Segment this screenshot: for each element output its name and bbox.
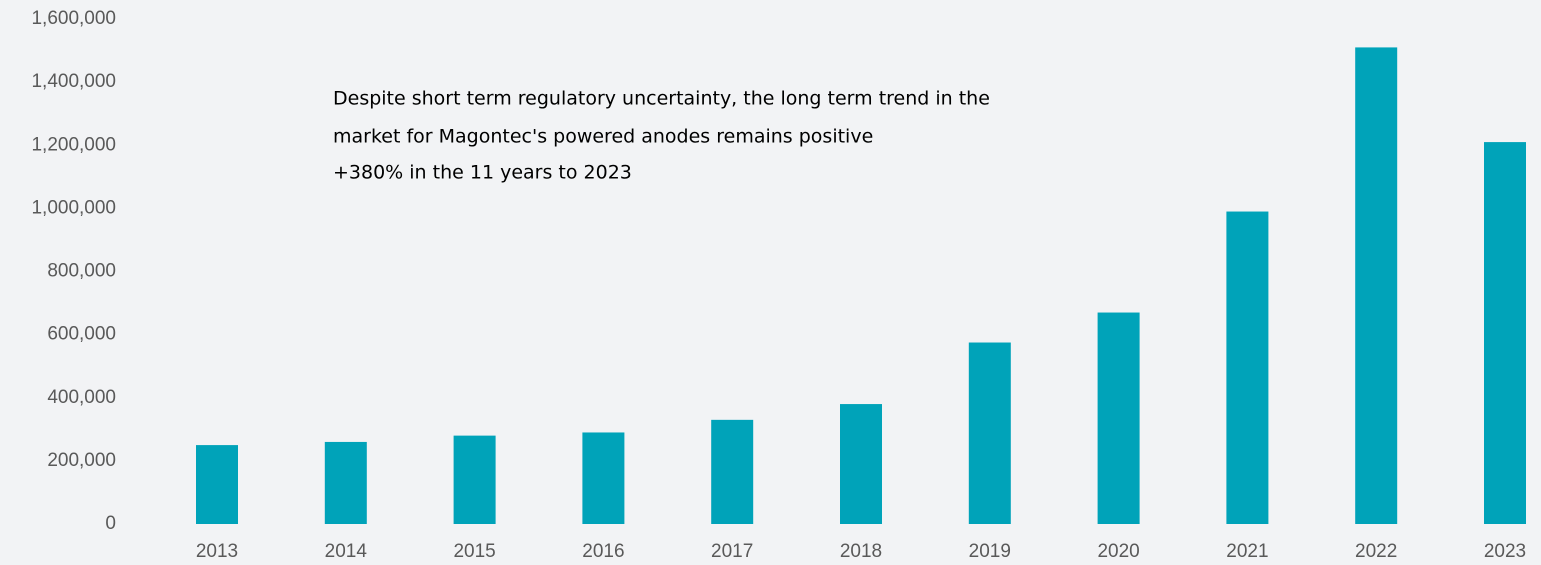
bar <box>840 404 882 524</box>
bar <box>196 445 238 524</box>
bar <box>1355 47 1398 524</box>
x-tick-label: 2017 <box>711 541 753 562</box>
bar <box>324 441 367 524</box>
bar <box>1097 312 1140 524</box>
y-tick-label: 1,200,000 <box>31 134 116 155</box>
y-tick-label: 1,400,000 <box>31 71 116 92</box>
bar <box>453 435 496 524</box>
x-tick-label: 2022 <box>1355 541 1397 562</box>
annotation: Despite short term regulatory uncertaint… <box>333 88 990 110</box>
y-tick-label: 200,000 <box>47 450 116 471</box>
y-tick-label: 600,000 <box>47 324 116 345</box>
annotation: +380% in the 11 years to 2023 <box>333 162 632 184</box>
x-tick-label: 2021 <box>1226 541 1268 562</box>
bar <box>968 342 1011 524</box>
bar <box>1226 211 1269 524</box>
x-tick-label: 2014 <box>325 541 368 562</box>
bar <box>582 432 625 524</box>
x-tick-label: 2023 <box>1484 541 1526 562</box>
x-tick-label: 2018 <box>840 541 882 562</box>
y-tick-label: 0 <box>105 513 116 534</box>
x-tick-label: 2019 <box>969 541 1011 562</box>
y-tick-label: 1,600,000 <box>31 8 116 29</box>
x-tick-label: 2016 <box>582 541 624 562</box>
y-tick-label: 1,000,000 <box>31 197 116 218</box>
y-tick-label: 800,000 <box>47 261 116 282</box>
bar <box>711 419 754 524</box>
x-tick-label: 2015 <box>453 541 495 562</box>
x-tick-label: 2020 <box>1097 541 1139 562</box>
annotation: market for Magontec's powered anodes rem… <box>333 126 873 148</box>
x-tick-label: 2013 <box>196 541 238 562</box>
bar <box>1484 142 1526 524</box>
y-tick-label: 400,000 <box>47 387 116 408</box>
